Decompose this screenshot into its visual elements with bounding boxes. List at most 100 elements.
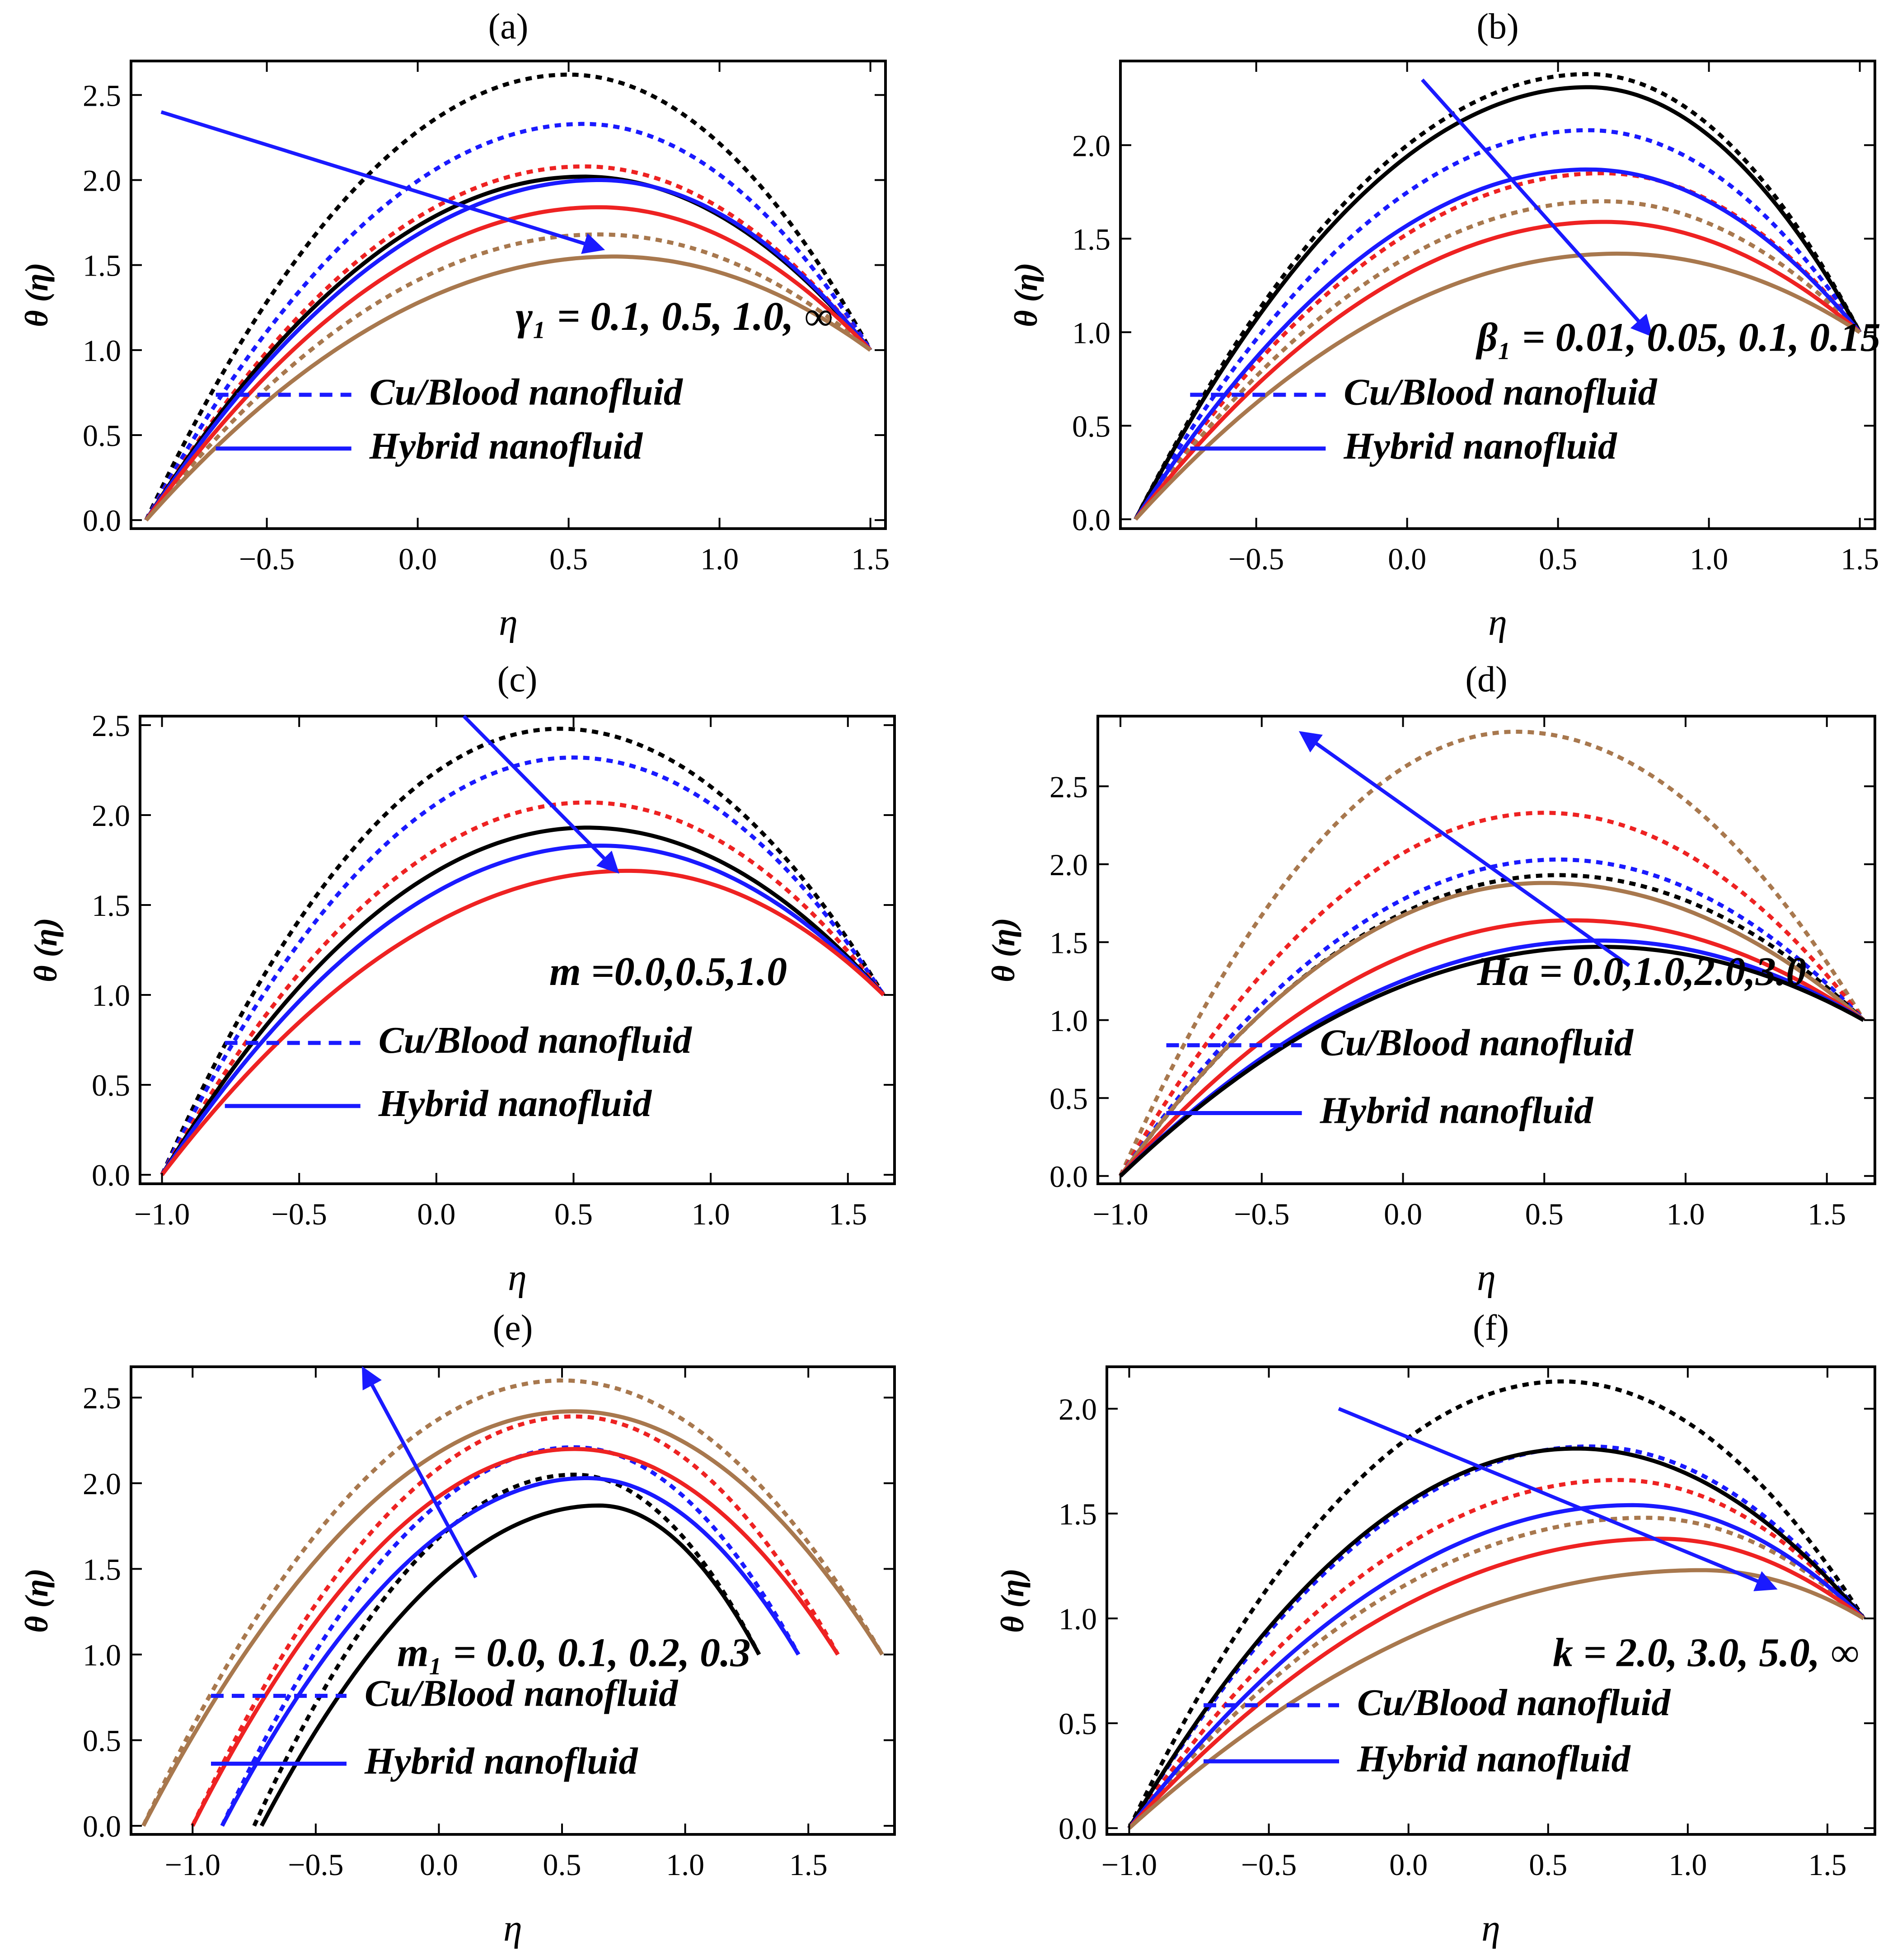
parameter-arrow xyxy=(362,1366,478,1579)
x-tick-label: 1.0 xyxy=(666,1847,704,1882)
x-axis-label: η xyxy=(1481,1907,1500,1949)
x-axis-label: η xyxy=(508,1257,527,1299)
y-tick-label: 1.0 xyxy=(1049,1003,1088,1038)
parameter-annotation: m₁ = 0.0, 0.1, 0.2, 0.3 xyxy=(397,1630,751,1675)
legend-label: Hybrid nanofluid xyxy=(1320,1089,1594,1131)
y-tick-label: 2.5 xyxy=(83,1381,121,1415)
y-tick-label: 2.0 xyxy=(1059,1392,1097,1426)
y-tick-label: 1.5 xyxy=(92,888,130,923)
x-tick-label: 0.5 xyxy=(1525,1197,1564,1231)
series-line-hybrid-blue xyxy=(1127,1503,1865,1829)
x-tick-label: 0.0 xyxy=(1389,1847,1428,1882)
x-tick-label: 1.5 xyxy=(1808,1847,1846,1882)
panel-c: (c) −1.0 −0.5 0.0 0.5 1.0 1.5 0.0 0.5 1.0 1.5 2.0 2.… xyxy=(28,660,896,1299)
series-line-cu-blood-red xyxy=(1127,1478,1865,1829)
parameter-arrow xyxy=(1338,1407,1778,1591)
series-line-cu-blood-black xyxy=(252,1472,761,1827)
panel-title: (a) xyxy=(488,7,529,47)
legend-label: Hybrid nanofluid xyxy=(369,425,643,467)
series-line-hybrid-brown xyxy=(141,1409,884,1827)
y-axis-label: θ (η) xyxy=(985,918,1021,982)
series-line-hybrid-black xyxy=(1134,85,1862,520)
legend-label: Cu/Blood nanofluid xyxy=(1320,1022,1634,1064)
series-line-cu-blood-brown xyxy=(141,1378,884,1827)
y-tick-label: 1.0 xyxy=(83,1638,121,1672)
parameter-annotation: β₁ = 0.01, 0.05, 0.1, 0.15 xyxy=(1476,315,1881,360)
x-tick-label: −0.5 xyxy=(1234,1197,1289,1231)
series-line-cu-blood-blue xyxy=(160,755,885,1176)
series-line-hybrid-blue xyxy=(1134,167,1862,520)
series-line-hybrid-red xyxy=(160,868,885,1176)
panel-title: (b) xyxy=(1476,7,1518,47)
y-tick-label: 0.5 xyxy=(1059,1707,1097,1741)
series-line-cu-blood-blue xyxy=(1127,1444,1865,1829)
y-tick-label: 1.5 xyxy=(83,1552,121,1586)
x-tick-label: 0.5 xyxy=(1539,542,1577,576)
y-axis-label: θ (η) xyxy=(19,263,55,327)
panel-title: (f) xyxy=(1473,1308,1509,1348)
y-tick-label: 2.0 xyxy=(83,163,121,197)
series-line-hybrid-red xyxy=(191,1447,840,1827)
series-line-hybrid-red xyxy=(1134,220,1861,521)
parameter-arrow xyxy=(462,715,619,874)
y-tick-label: 2.0 xyxy=(1049,848,1088,882)
x-tick-label: −0.5 xyxy=(288,1847,343,1882)
x-tick-label: 1.5 xyxy=(789,1847,828,1882)
series-line-hybrid-brown xyxy=(145,254,872,522)
plot-curves xyxy=(1127,1379,1866,1830)
legend-label: Cu/Blood nanofluid xyxy=(1344,371,1658,413)
y-tick-label: 1.0 xyxy=(92,978,130,1013)
y-tick-label: 0.0 xyxy=(92,1158,130,1192)
y-tick-label: 2.5 xyxy=(83,78,121,113)
x-tick-label: 1.0 xyxy=(1666,1197,1705,1231)
parameter-annotation: Ha = 0.0,1.0,2.0,3.0 xyxy=(1477,949,1807,994)
y-tick-label: 0.0 xyxy=(1059,1811,1097,1846)
y-tick-label: 1.5 xyxy=(1049,925,1088,960)
series-line-cu-blood-red xyxy=(191,1414,840,1827)
plot-frame xyxy=(130,60,887,530)
plot-frame xyxy=(130,1365,896,1836)
parameter-annotation: γ₁ = 0.1, 0.5, 1.0, ∞ xyxy=(516,294,833,339)
plot-curves xyxy=(160,727,885,1176)
series-line-hybrid-black xyxy=(259,1503,761,1827)
series-line-cu-blood-red xyxy=(1134,171,1862,520)
y-tick-label: 1.5 xyxy=(1072,222,1110,256)
x-axis-label: η xyxy=(499,601,518,643)
x-tick-label: −0.5 xyxy=(272,1197,327,1231)
x-tick-label: 1.0 xyxy=(692,1197,730,1231)
y-tick-label: 1.5 xyxy=(1059,1497,1097,1531)
series-line-cu-blood-red xyxy=(144,164,872,521)
series-line-hybrid-red xyxy=(1119,918,1865,1177)
legend-label: Cu/Blood nanofluid xyxy=(365,1672,679,1714)
series-line-cu-blood-red xyxy=(1119,811,1865,1177)
parameter-annotation: m =0.0,0.5,1.0 xyxy=(549,949,787,994)
y-axis-label: θ (η) xyxy=(19,1568,55,1633)
x-tick-label: 1.0 xyxy=(700,542,739,576)
plot-frame xyxy=(1119,60,1876,530)
panel-title: (c) xyxy=(497,660,538,699)
x-tick-label: 0.5 xyxy=(554,1197,593,1231)
y-tick-label: 0.5 xyxy=(1049,1081,1088,1116)
x-tick-label: −1.0 xyxy=(165,1847,220,1882)
y-tick-label: 0.0 xyxy=(1049,1159,1088,1194)
series-line-cu-blood-red xyxy=(160,800,885,1176)
series-line-hybrid-brown xyxy=(1119,881,1865,1177)
y-tick-label: 2.0 xyxy=(83,1467,121,1501)
parameter-arrow xyxy=(1421,78,1653,338)
legend-label: Hybrid nanofluid xyxy=(364,1740,638,1782)
series-line-hybrid-blue xyxy=(144,178,872,521)
plot-curves xyxy=(1118,730,1865,1178)
y-tick-label: 0.5 xyxy=(1072,409,1110,443)
parameter-arrow xyxy=(1298,731,1630,967)
y-tick-label: 0.5 xyxy=(83,1723,121,1758)
panel-title: (e) xyxy=(493,1308,533,1348)
y-tick-label: 0.0 xyxy=(1072,502,1110,537)
y-tick-label: 1.0 xyxy=(83,333,121,368)
series-line-cu-blood-blue xyxy=(144,122,872,521)
panel-e: (e) −1.0 −0.5 0.0 0.5 1.0 1.5 0.0 0.5 1.0 1.5 2.0 2.… xyxy=(19,1308,896,1949)
x-tick-label: 1.0 xyxy=(1668,1847,1707,1882)
y-tick-label: 2.5 xyxy=(1049,769,1088,804)
y-axis-label: θ (η) xyxy=(994,1568,1031,1633)
x-tick-label: 0.0 xyxy=(417,1197,455,1231)
